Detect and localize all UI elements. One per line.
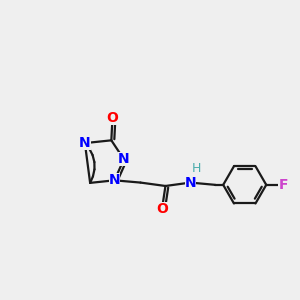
- Text: N: N: [109, 173, 120, 187]
- Text: F: F: [278, 178, 288, 192]
- Text: N: N: [184, 176, 196, 190]
- Text: N: N: [118, 152, 130, 166]
- Text: O: O: [156, 202, 168, 216]
- Text: O: O: [106, 111, 119, 125]
- Text: N: N: [79, 136, 91, 150]
- Text: H: H: [191, 163, 201, 176]
